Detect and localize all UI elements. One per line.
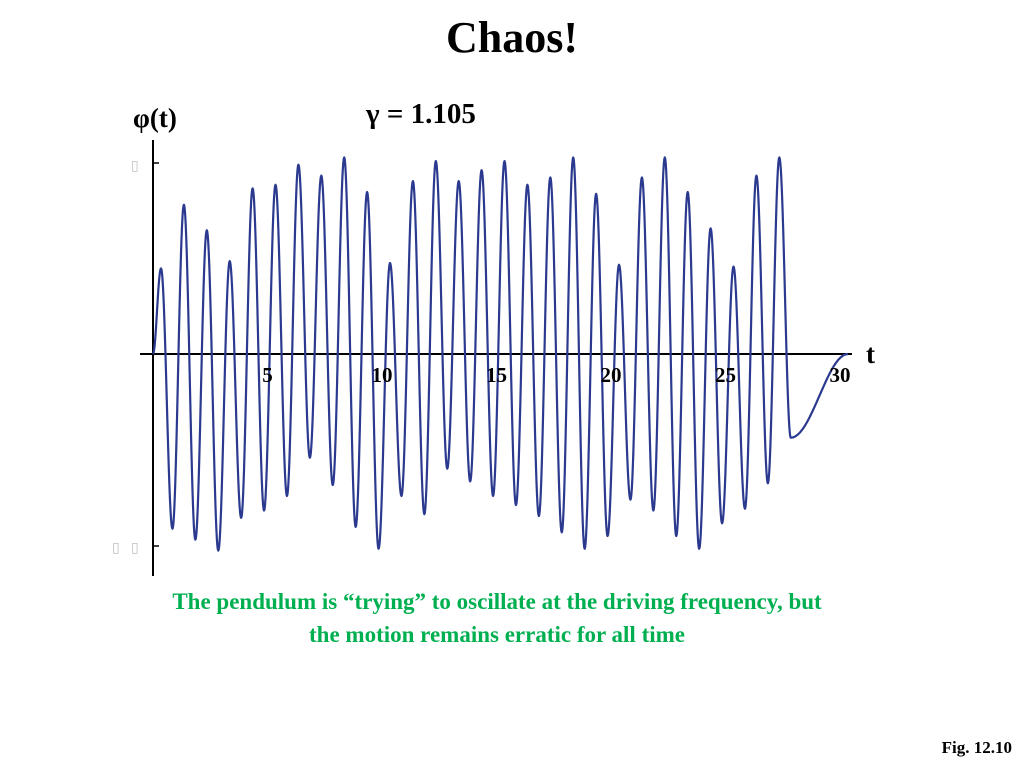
caption-line-1: The pendulum is “trying” to oscillate at… — [172, 589, 822, 614]
series-line — [152, 156, 849, 552]
x-tick-label: 25 — [715, 363, 736, 387]
series-curve-group — [152, 156, 849, 552]
x-tick-label: 5 — [262, 363, 273, 387]
y-tick-placeholder-bottom-b: ▯ — [131, 540, 139, 556]
y-axis-label: φ(t) — [133, 103, 177, 133]
x-tick-label: 20 — [601, 363, 622, 387]
x-tick-label: 10 — [372, 363, 393, 387]
caption: The pendulum is “trying” to oscillate at… — [60, 585, 934, 651]
caption-line-2: the motion remains erratic for all time — [309, 622, 685, 647]
figure-label: Fig. 12.10 — [941, 738, 1012, 757]
slide-title: Chaos! — [445, 13, 579, 62]
x-tick-labels: 5 10 15 20 25 30 — [262, 363, 850, 387]
y-tick-placeholder-bottom-a: ▯ — [112, 540, 120, 556]
x-tick-label: 15 — [486, 363, 507, 387]
chart-annotation: γ = 1.105 — [365, 98, 476, 130]
y-tick-placeholder-top: ▯ — [131, 158, 139, 174]
chart: ▯ ▯ ▯ 5 10 15 20 25 30 φ(t) t γ = 1.105 — [112, 98, 875, 576]
x-tick-label: 30 — [830, 363, 851, 387]
x-axis-label: t — [866, 339, 875, 369]
